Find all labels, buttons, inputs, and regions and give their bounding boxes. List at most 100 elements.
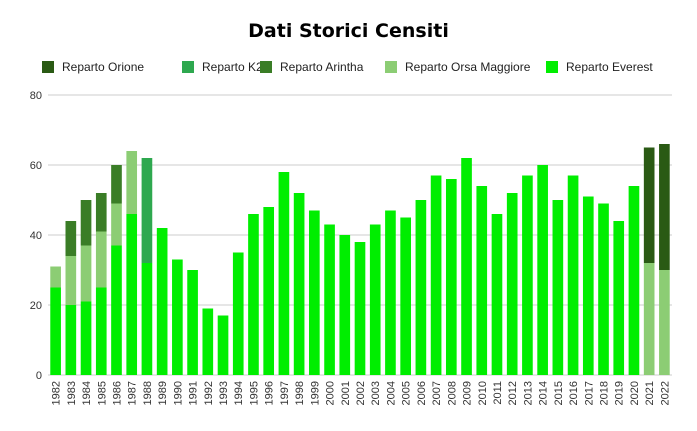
- bar: [187, 270, 198, 375]
- x-tick-label: 2009: [462, 381, 474, 405]
- bar: [659, 144, 670, 270]
- legend-swatch: [260, 61, 272, 73]
- x-tick-label: 1982: [51, 381, 63, 405]
- bar: [491, 214, 503, 375]
- bar: [126, 214, 138, 375]
- legend-label: Reparto K2: [202, 60, 263, 74]
- bar: [567, 175, 579, 375]
- bar: [156, 228, 168, 375]
- bar: [111, 245, 122, 375]
- legend-swatch: [182, 61, 194, 73]
- y-tick-label: 40: [30, 230, 42, 242]
- x-tick-label: 1983: [66, 381, 78, 405]
- x-tick-label: 2005: [401, 381, 413, 405]
- x-tick-label: 2004: [385, 381, 397, 405]
- x-tick-label: 2003: [370, 381, 382, 405]
- bar: [354, 242, 366, 375]
- bar: [369, 224, 381, 375]
- bar: [430, 175, 442, 375]
- x-tick-label: 2017: [583, 381, 595, 405]
- x-tick-label: 1987: [127, 381, 139, 405]
- bar: [111, 165, 122, 204]
- x-tick-label: 2010: [477, 381, 489, 405]
- bar: [582, 196, 594, 375]
- bar: [95, 193, 107, 232]
- x-tick-label: 2007: [431, 381, 443, 405]
- legend-item: Reparto Orsa Maggiore: [385, 60, 530, 76]
- x-tick-label: 2001: [340, 381, 352, 405]
- bar: [537, 165, 548, 375]
- x-tick-label: 2012: [507, 381, 519, 405]
- bar: [415, 200, 427, 375]
- y-tick-label: 80: [30, 90, 42, 102]
- bar: [65, 256, 77, 305]
- bar: [50, 266, 61, 288]
- x-tick-label: 2020: [629, 381, 641, 405]
- bar: [613, 221, 625, 375]
- x-tick-label: 2002: [355, 381, 367, 405]
- x-tick-label: 2015: [553, 381, 565, 405]
- legend-item: Reparto Orione: [42, 60, 144, 76]
- x-tick-label: 2013: [522, 381, 534, 405]
- bar: [126, 151, 138, 214]
- x-tick-label: 1988: [142, 381, 154, 405]
- x-tick-label: 1999: [309, 381, 321, 405]
- bar: [141, 158, 153, 263]
- bar: [263, 207, 275, 375]
- x-tick-label: 2011: [492, 381, 504, 405]
- legend-item: Reparto Everest: [546, 60, 653, 76]
- legend-label: Reparto Orione: [62, 60, 145, 74]
- y-tick-label: 60: [30, 160, 42, 172]
- x-tick-label: 2021: [644, 381, 656, 405]
- x-tick-label: 1991: [188, 381, 200, 405]
- x-tick-label: 1993: [218, 381, 230, 405]
- bar: [95, 287, 107, 375]
- bar: [65, 221, 77, 256]
- bar: [217, 315, 229, 375]
- bar: [202, 308, 214, 375]
- x-tick-label: 1985: [96, 381, 108, 405]
- x-tick-label: 1996: [264, 381, 276, 405]
- x-tick-label: 2022: [659, 381, 671, 405]
- legend-swatch: [546, 61, 558, 73]
- y-tick-label: 20: [30, 300, 42, 312]
- bar: [385, 210, 396, 375]
- x-tick-label: 1990: [172, 381, 184, 405]
- bar: [643, 147, 655, 263]
- chart-legend: Reparto Orione Reparto K2 Reparto Arintha R…: [42, 60, 662, 76]
- bar: [65, 305, 77, 375]
- bar: [172, 259, 183, 375]
- bar: [293, 193, 305, 375]
- x-tick-label: 2014: [538, 381, 550, 405]
- x-tick-label: 1994: [233, 381, 245, 405]
- bar: [80, 245, 92, 302]
- x-tick-label: 1995: [248, 381, 260, 405]
- x-tick-label: 1984: [81, 381, 93, 405]
- bar: [400, 217, 411, 375]
- bar: [50, 287, 61, 375]
- x-tick-label: 1998: [294, 381, 306, 405]
- x-tick-label: 1986: [111, 381, 123, 405]
- bar: [278, 172, 290, 375]
- bar: [643, 263, 655, 375]
- bar: [95, 231, 107, 288]
- legend-swatch: [385, 61, 397, 73]
- legend-item: Reparto K2: [182, 60, 263, 76]
- x-tick-label: 2019: [614, 381, 626, 405]
- legend-item: Reparto Arintha: [260, 60, 363, 76]
- x-tick-label: 2006: [416, 381, 428, 405]
- x-tick-label: 1997: [279, 381, 291, 405]
- bar: [309, 210, 320, 375]
- bar: [461, 158, 472, 375]
- y-tick-label: 0: [36, 370, 42, 382]
- x-tick-label: 2016: [568, 381, 580, 405]
- bar: [80, 301, 92, 375]
- bar: [628, 186, 640, 375]
- bar: [324, 224, 335, 375]
- x-tick-label: 2018: [599, 381, 611, 405]
- legend-label: Reparto Arintha: [280, 60, 364, 74]
- legend-swatch: [42, 61, 54, 73]
- bar: [141, 263, 153, 375]
- bar: [552, 200, 564, 375]
